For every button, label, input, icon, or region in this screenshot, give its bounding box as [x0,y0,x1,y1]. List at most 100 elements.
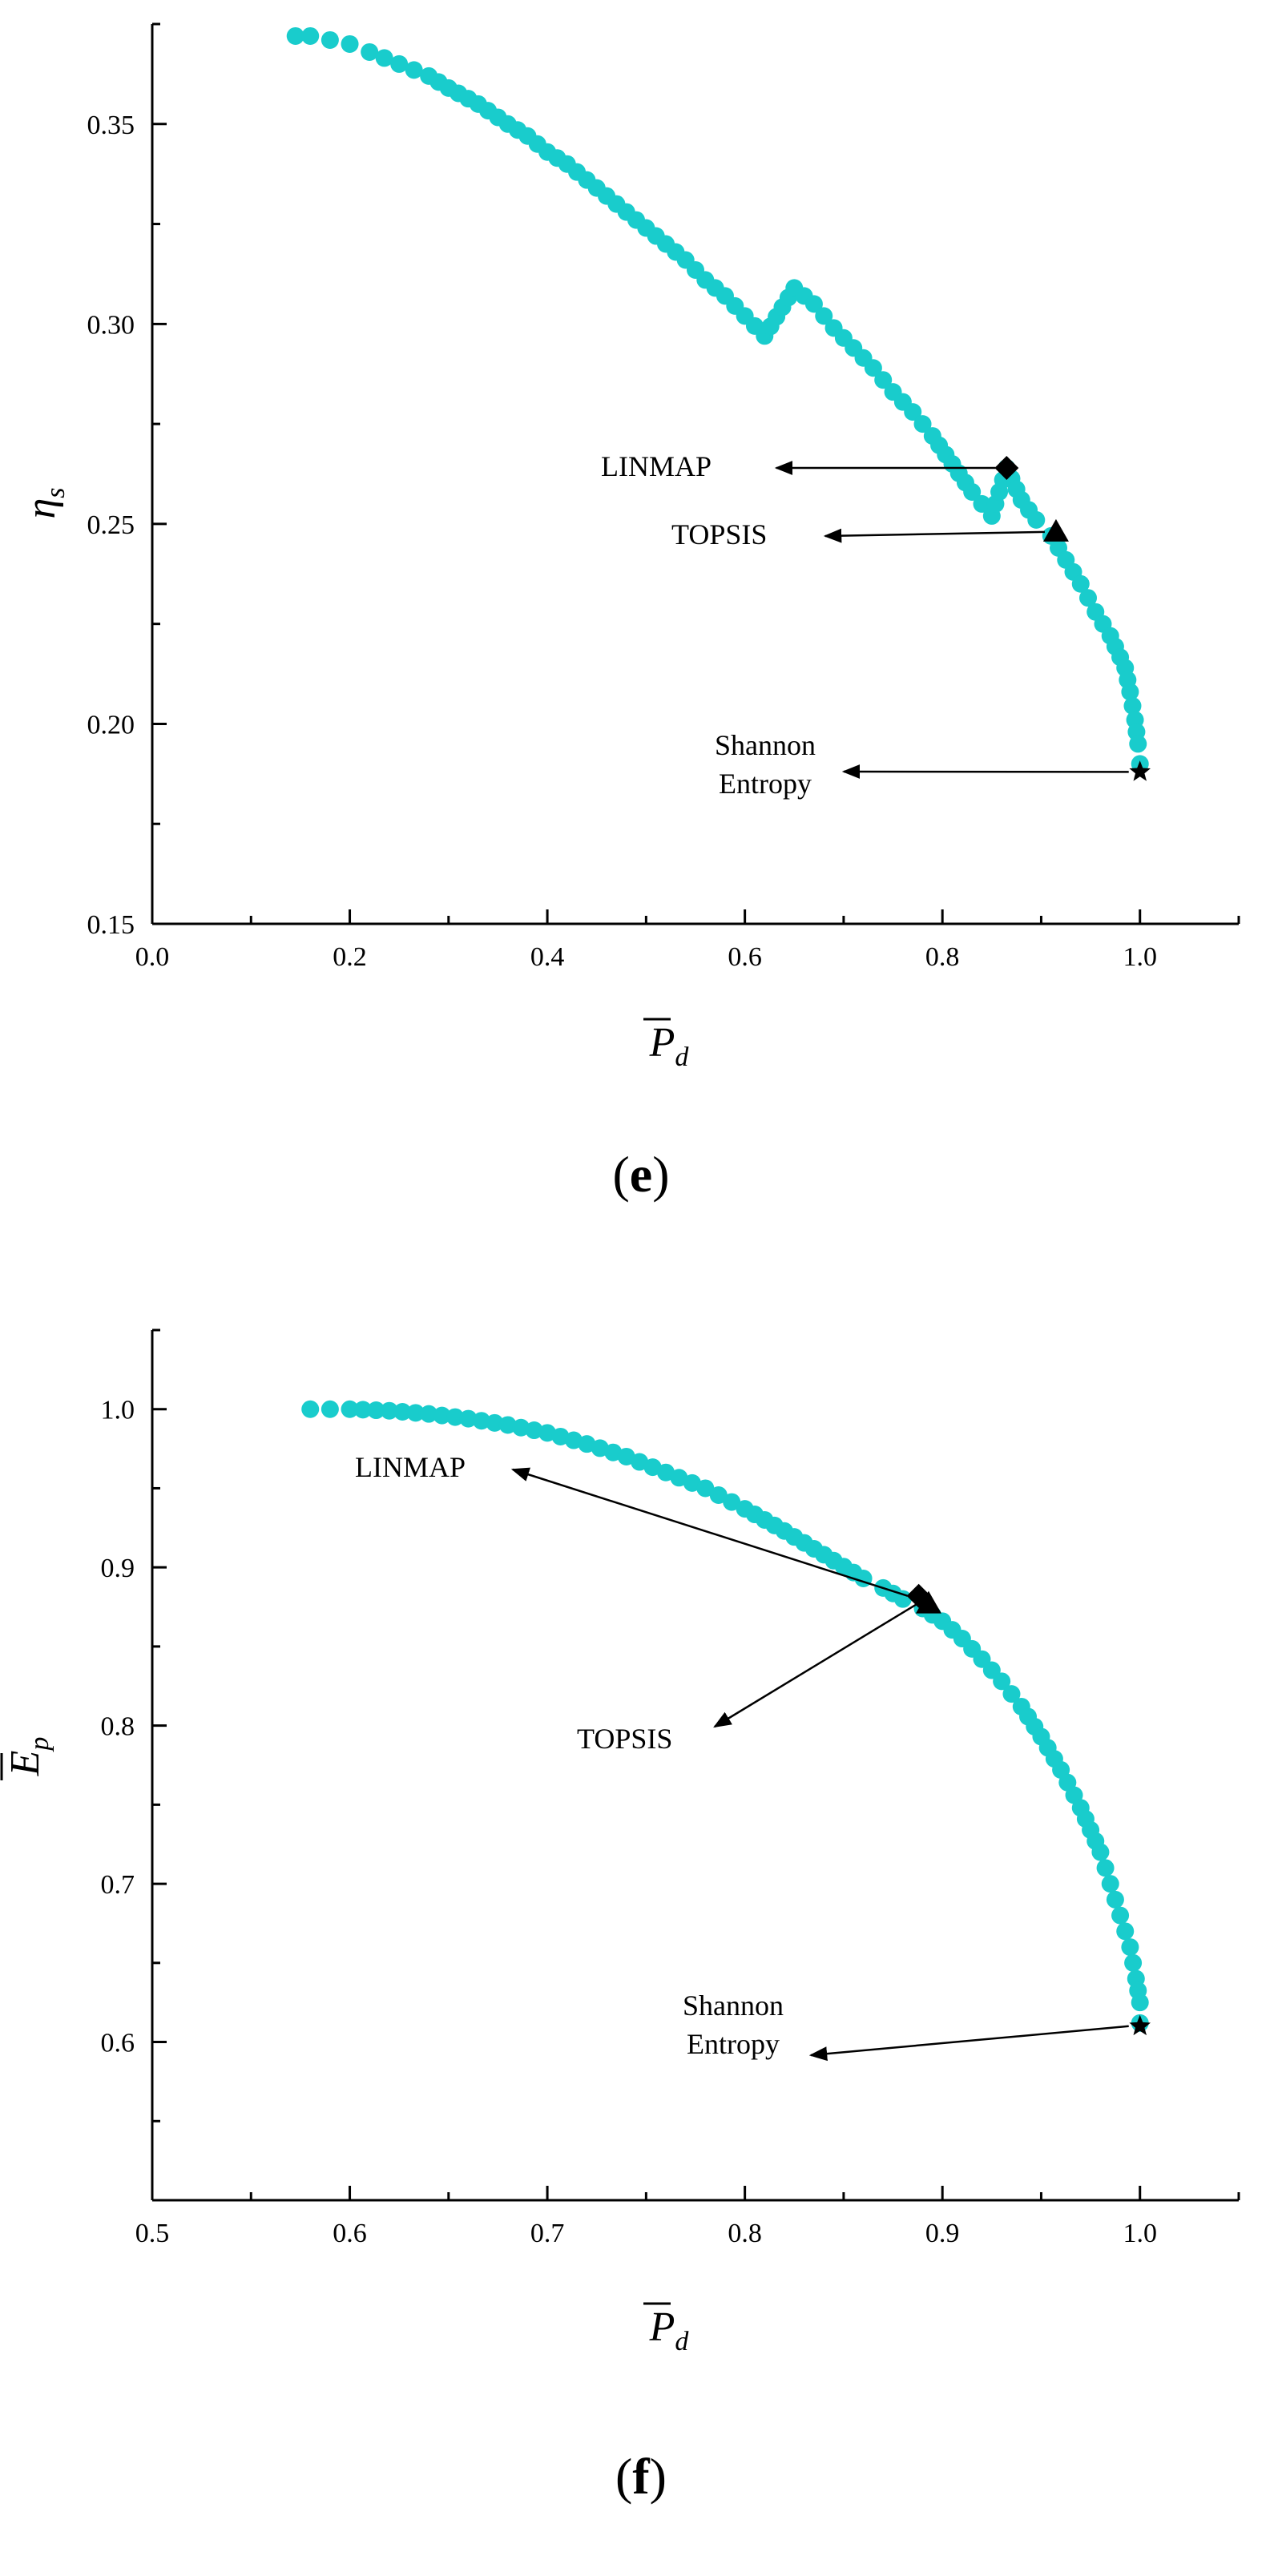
data-point [1131,1993,1149,2012]
y-axis-title-sub: p [25,1737,54,1752]
x-tick-label: 0.5 [135,2219,170,2248]
y-tick-label: 0.9 [101,1554,135,1583]
annotation-label: Entropy [687,2028,780,2060]
data-point [375,49,393,67]
panel-label: (e) [612,1146,669,1203]
data-point [893,1590,912,1608]
data-point [393,1403,412,1421]
data-point [353,1401,372,1419]
y-axis-title: Ep [0,1737,54,1780]
panel-e: 0.0 0.2 0.4 0.6 0.8 1.0 0.15 0.20 0.25 0.30 0.35 LI… [18,22,1240,1203]
data-point [864,359,882,377]
y-axis-title: ηs [18,487,71,518]
x-tick-label: 0.7 [530,2219,565,2248]
data-point [1124,1953,1143,1972]
data-point [963,482,982,501]
annotation-label: TOPSIS [577,1723,672,1755]
y-tick-label: 0.6 [101,2029,135,2058]
panel-f: 0.5 0.6 0.7 0.8 0.9 1.0 0.6 0.7 0.8 0.9 1.0 LINMAP T… [0,1328,1240,2505]
data-point [874,371,893,389]
x-axis-title-main: P [649,1020,675,1066]
panel-label-open: ( [615,2448,632,2505]
data-point [696,1479,715,1498]
data-point [380,1401,398,1420]
data-point [433,1406,451,1425]
data-point [804,295,823,313]
data-point [1027,510,1046,529]
data-point [973,494,991,513]
y-tick-label: 0.15 [87,910,135,940]
x-tick-label: 1.0 [1123,942,1157,972]
data-point [486,1413,504,1432]
data-point [1111,1906,1130,1925]
panel-label-close: ) [650,2448,667,2505]
data-point [405,61,423,79]
x-tick-label: 0.9 [925,2219,960,2248]
data-point [341,34,359,53]
data-point [390,54,409,73]
panel-label: (f) [615,2448,667,2505]
data-point [815,307,833,325]
annotation-label: LINMAP [355,1451,466,1483]
annotation-arrow [808,2025,1129,2062]
data-point [1123,696,1142,715]
data-point [286,26,304,45]
data-point [301,26,320,45]
x-axis-title-main: P [649,2304,675,2350]
data-point [512,1418,530,1437]
annotation-arrow [510,1467,908,1597]
data-point [498,1416,517,1434]
y-tick-label: 0.35 [87,111,135,140]
y-axis-title-text: ηs [18,487,71,518]
data-point [472,1412,490,1430]
x-axis-title: Pd [649,2304,690,2356]
x-tick-label: 0.2 [333,942,367,972]
x-axis-title-sub: d [675,2327,689,2356]
data-point [361,42,379,61]
data-point [1121,1938,1139,1957]
data-point [320,30,339,49]
annotation-label: Entropy [719,768,812,800]
y-tick-label: 0.25 [87,510,135,540]
data-point [709,1486,728,1505]
x-axis-title: Pd [649,1020,690,1072]
data-point [1106,1890,1124,1909]
x-tick-label: 0.4 [530,942,565,972]
data-point [459,1409,478,1428]
data-point [993,1672,1011,1691]
x-tick-label: 0.6 [728,942,762,972]
data-point [1002,1685,1021,1703]
data-point [1071,574,1090,593]
y-tick-label: 0.20 [87,710,135,740]
x-tick-label: 0.0 [135,942,170,972]
annotation-label: Shannon [683,1989,784,2022]
data-point [904,403,922,421]
x-axis-title-sub: d [675,1042,689,1072]
panel-label-close: ) [652,1146,669,1203]
data-point [420,1405,438,1423]
y-tick-label: 0.30 [87,310,135,340]
panel-label-letter: e [630,1146,652,1203]
data-point [723,1493,741,1511]
y-axis-title-sub: s [41,487,71,498]
data-point [367,1401,385,1420]
y-axis-title-text: Ep [2,1737,54,1777]
annotation-label: Shannon [715,729,816,761]
data-point [1096,1859,1115,1877]
annotation-arrow [713,1602,918,1728]
data-point [1079,589,1098,607]
panel-label-letter: f [632,2448,650,2505]
data-point [1129,735,1147,753]
topsis-marker [1042,518,1069,542]
annotation-label: TOPSIS [671,518,767,550]
data-point [525,1421,543,1440]
y-tick-label: 0.7 [101,1870,135,1900]
data-point [1091,1843,1110,1861]
data-point [320,1400,339,1418]
x-tick-label: 1.0 [1123,2219,1157,2248]
x-tick-label: 0.6 [333,2219,367,2248]
shannon-entropy-marker [1129,2014,1151,2036]
data-point [301,1400,320,1418]
